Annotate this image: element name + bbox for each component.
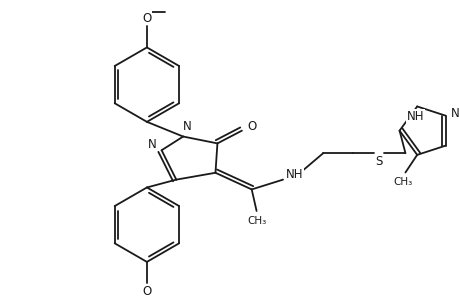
Text: NH: NH [285,168,303,181]
Text: S: S [375,154,382,167]
Text: CH₃: CH₃ [246,216,266,226]
Text: O: O [142,285,151,298]
Text: N: N [182,120,191,133]
Text: N: N [147,138,156,151]
Text: CH₃: CH₃ [393,177,412,187]
Text: O: O [142,11,151,25]
Text: N: N [450,107,459,120]
Text: NH: NH [406,110,423,123]
Text: O: O [246,120,256,133]
